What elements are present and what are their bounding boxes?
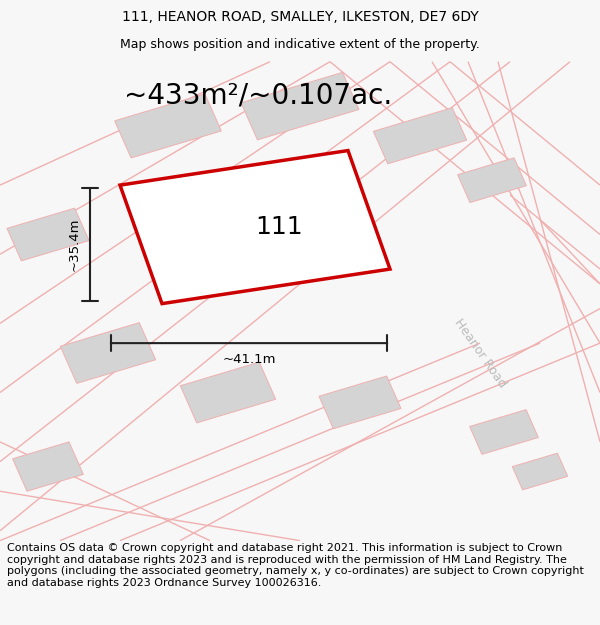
Polygon shape — [373, 107, 467, 164]
Polygon shape — [458, 158, 526, 202]
Polygon shape — [61, 322, 155, 383]
Text: Contains OS data © Crown copyright and database right 2021. This information is : Contains OS data © Crown copyright and d… — [7, 543, 584, 588]
Text: 111, HEANOR ROAD, SMALLEY, ILKESTON, DE7 6DY: 111, HEANOR ROAD, SMALLEY, ILKESTON, DE7… — [122, 10, 478, 24]
Polygon shape — [319, 376, 401, 429]
Text: Heanor Road: Heanor Road — [451, 316, 509, 390]
Text: ~35.4m: ~35.4m — [68, 217, 81, 271]
Polygon shape — [241, 72, 359, 140]
Polygon shape — [115, 94, 221, 158]
Polygon shape — [120, 151, 390, 304]
Polygon shape — [7, 208, 89, 261]
Polygon shape — [512, 453, 568, 490]
Polygon shape — [470, 409, 538, 454]
Text: 111: 111 — [255, 215, 303, 239]
Polygon shape — [181, 362, 275, 423]
Text: ~433m²/~0.107ac.: ~433m²/~0.107ac. — [124, 81, 392, 109]
Text: Map shows position and indicative extent of the property.: Map shows position and indicative extent… — [120, 39, 480, 51]
Text: ~41.1m: ~41.1m — [222, 353, 276, 366]
Polygon shape — [13, 442, 83, 491]
